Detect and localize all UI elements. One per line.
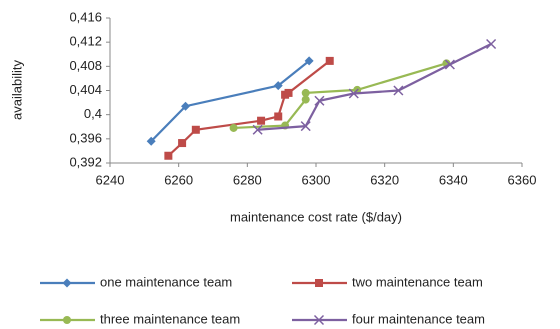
y-tick-label: 0,408 <box>69 58 102 73</box>
marker <box>444 59 455 70</box>
marker <box>178 139 187 148</box>
y-tick-label: 0,396 <box>69 130 102 145</box>
marker <box>314 95 325 106</box>
x-tick-label: 6260 <box>164 172 193 187</box>
x-axis-label: maintenance cost rate ($/day) <box>230 209 402 224</box>
marker <box>301 88 310 97</box>
x-tick-label: 6320 <box>370 172 399 187</box>
series-line <box>167 60 331 157</box>
legend-marker <box>313 314 325 326</box>
x-tick-label: 6340 <box>439 172 468 187</box>
marker <box>301 95 310 104</box>
y-tick-label: 0,392 <box>69 154 102 169</box>
y-axis-label: availability <box>9 60 24 120</box>
marker <box>284 88 293 97</box>
marker <box>274 112 283 121</box>
x-tick-label: 6240 <box>96 172 125 187</box>
marker <box>486 38 497 50</box>
marker <box>164 151 173 160</box>
marker <box>181 101 191 111</box>
legend-marker <box>63 316 71 324</box>
legend-label: four maintenance team <box>352 311 485 326</box>
x-tick-label: 6280 <box>233 172 262 187</box>
marker <box>393 85 404 96</box>
marker <box>300 121 311 132</box>
legend-marker <box>62 278 72 288</box>
x-tick-label: 6300 <box>302 172 331 187</box>
y-tick-label: 0,412 <box>69 34 102 49</box>
marker <box>325 56 334 65</box>
marker <box>304 56 314 66</box>
marker <box>146 136 156 146</box>
marker <box>191 125 200 134</box>
x-tick-label: 6360 <box>508 172 537 187</box>
legend-label: three maintenance team <box>100 311 240 326</box>
y-tick-label: 0,4 <box>84 106 102 121</box>
legend-marker <box>315 279 323 287</box>
legend-label: one maintenance team <box>100 274 232 289</box>
y-tick-label: 0,416 <box>69 9 102 24</box>
marker <box>273 81 283 91</box>
marker <box>229 123 238 132</box>
marker <box>348 88 359 99</box>
legend-label: two maintenance team <box>352 274 483 289</box>
marker <box>252 124 263 135</box>
y-tick-label: 0,404 <box>69 82 102 97</box>
series-line <box>150 60 310 143</box>
marker <box>257 116 266 125</box>
